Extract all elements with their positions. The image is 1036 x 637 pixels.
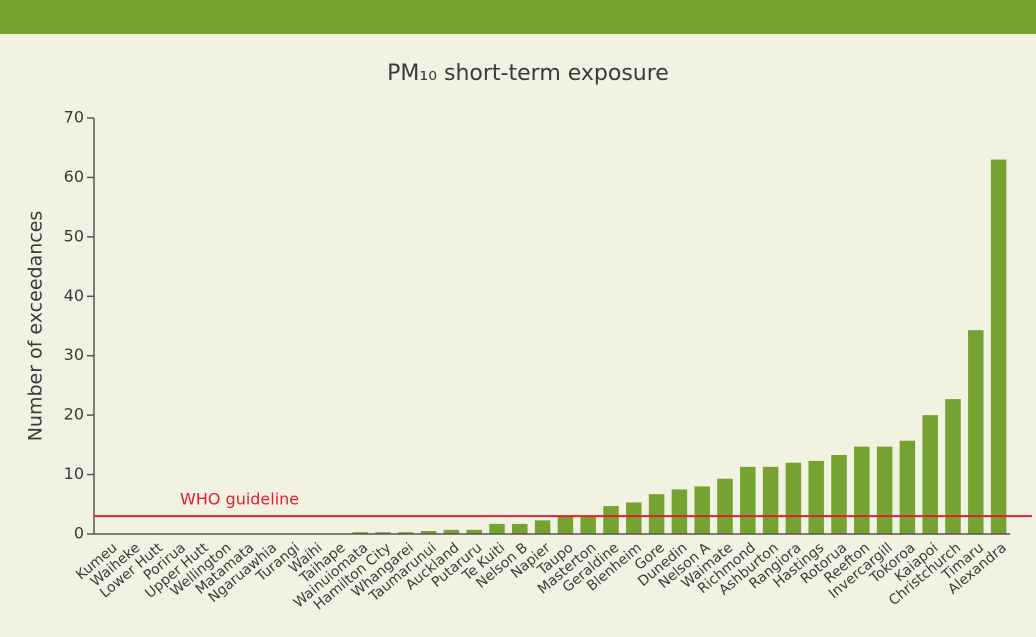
reference-label: WHO guideline [180, 490, 299, 509]
bar [854, 446, 870, 534]
y-tick-label: 70 [64, 108, 84, 127]
bar [968, 330, 984, 534]
bar [808, 460, 824, 534]
bar [489, 523, 505, 534]
bar [740, 466, 756, 534]
bar [398, 532, 414, 534]
y-tick-label: 40 [64, 286, 84, 305]
y-tick-label: 30 [64, 345, 84, 364]
bar [512, 523, 528, 534]
header-band [0, 0, 1036, 34]
bar [990, 159, 1007, 534]
y-axis-label: Number of exceedances [25, 211, 47, 442]
bar [899, 440, 916, 534]
bar [534, 520, 551, 534]
chart-title: PM₁₀ short-term exposure [387, 61, 669, 86]
bar [831, 454, 847, 534]
bar [648, 494, 665, 534]
bar [671, 489, 688, 534]
bar [557, 516, 574, 534]
y-tick-label: 20 [64, 405, 84, 424]
bar [785, 462, 802, 534]
bar [717, 478, 733, 534]
bar [352, 532, 368, 534]
bar [375, 532, 391, 534]
bar [922, 415, 938, 534]
bar [443, 529, 460, 534]
bar [876, 446, 893, 534]
y-tick-label: 60 [64, 167, 84, 186]
y-tick-label: 0 [74, 524, 84, 543]
bar [420, 531, 437, 534]
bar [762, 466, 779, 534]
y-tick-label: 50 [64, 226, 84, 245]
bar [580, 516, 596, 534]
bar [603, 506, 619, 534]
bar [945, 399, 961, 534]
bar [466, 529, 482, 534]
y-tick-label: 10 [64, 464, 84, 483]
bar [626, 502, 642, 534]
bar [694, 486, 710, 534]
